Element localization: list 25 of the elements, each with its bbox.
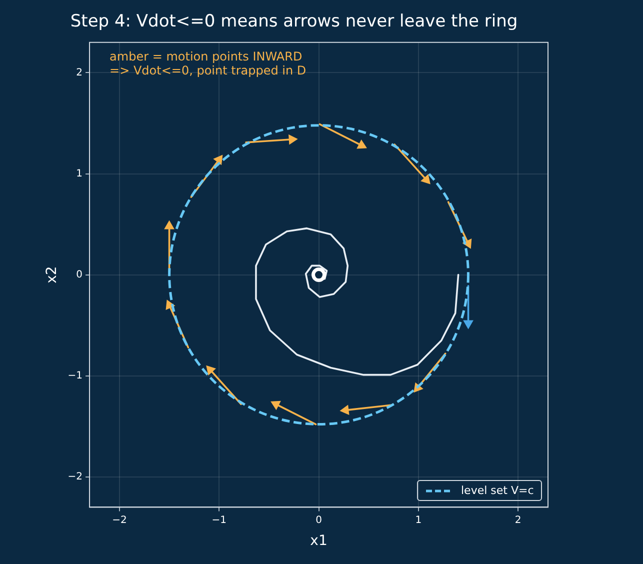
- point: [214, 155, 223, 165]
- y-tick-label: 0: [76, 269, 83, 280]
- annotation: => Vdot<=0, point trapped in D: [110, 64, 306, 78]
- y-tick-label: 1: [76, 168, 83, 180]
- point: [340, 405, 350, 415]
- point: [356, 140, 367, 149]
- x-tick-label: 2: [514, 514, 522, 526]
- x-tick-label: 0: [316, 514, 322, 526]
- annotation: level set V=c: [461, 484, 534, 498]
- point: [421, 174, 430, 184]
- x-tick-label: −2: [112, 514, 127, 526]
- point: [206, 366, 216, 376]
- y-tick-label: −1: [68, 370, 83, 382]
- x-tick-label: −1: [212, 514, 226, 526]
- chart-title: Step 4: Vdot<=0 means arrows never leave the ring: [70, 12, 518, 32]
- point: [270, 400, 281, 410]
- x-tick-label: 1: [415, 514, 422, 526]
- y-axis-title: x2: [44, 266, 60, 284]
- annotation: amber = motion points INWARD: [110, 50, 302, 64]
- y-tick-label: 2: [76, 67, 83, 78]
- point: [312, 268, 326, 282]
- x-axis-title: x1: [310, 533, 328, 550]
- point: [288, 134, 298, 144]
- y-tick-label: −2: [68, 471, 83, 482]
- point: [164, 220, 174, 230]
